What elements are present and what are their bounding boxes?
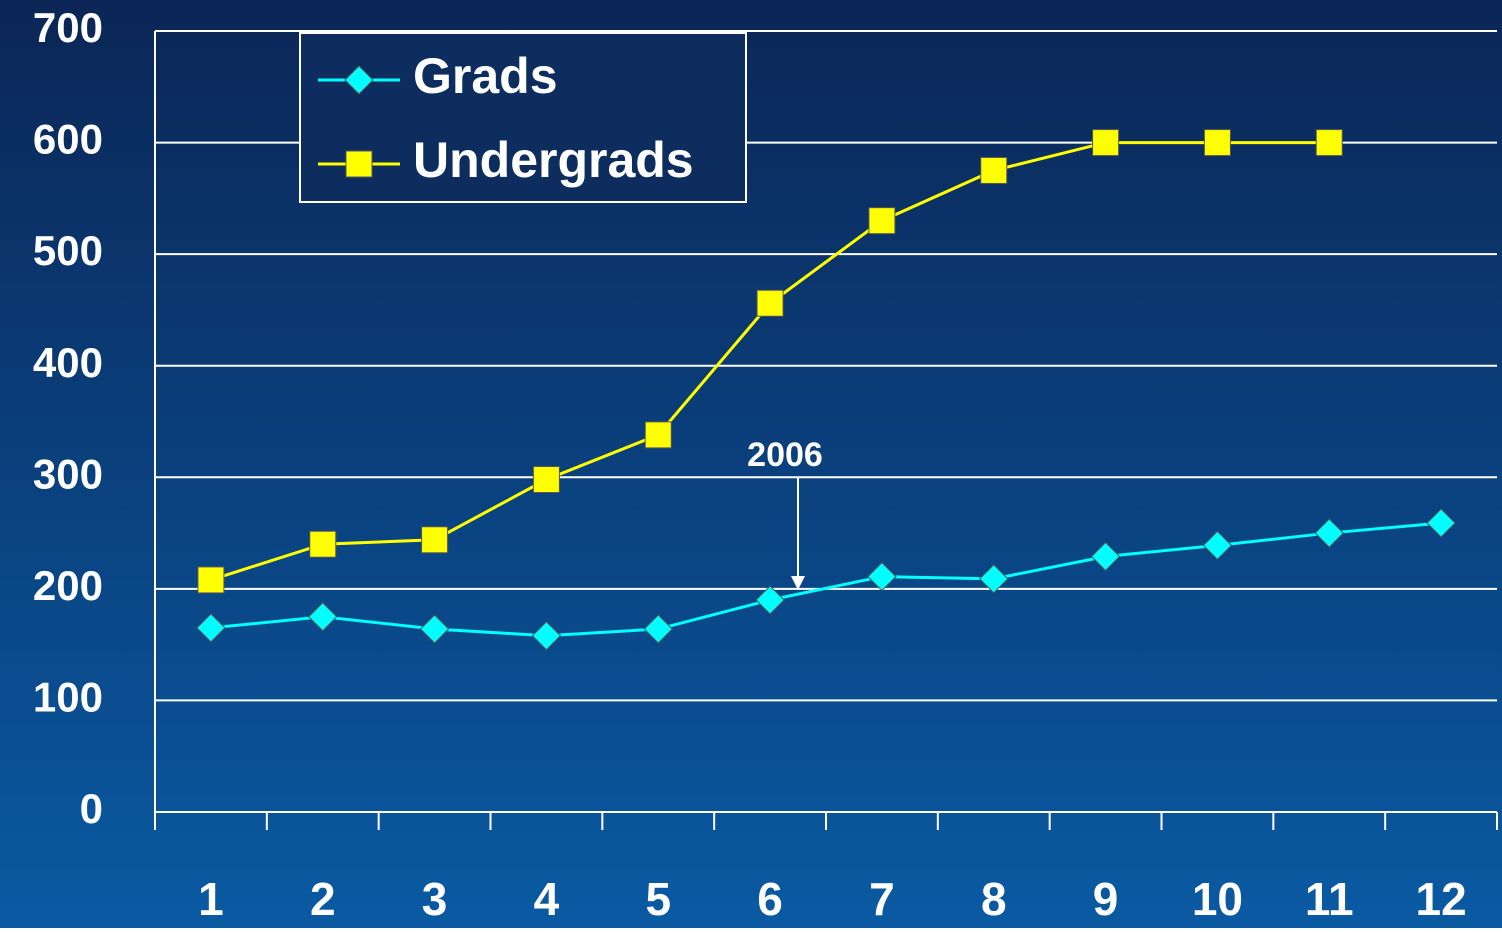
marker (1090, 541, 1121, 572)
marker (1202, 530, 1233, 561)
marker (531, 621, 562, 651)
y-tick-label: 500 (33, 227, 103, 274)
marker (532, 466, 560, 494)
marker (197, 566, 225, 594)
marker (979, 564, 1009, 594)
marker (868, 207, 896, 235)
y-tick-label: 400 (33, 339, 103, 386)
legend-marker (345, 150, 373, 178)
marker (867, 561, 897, 592)
series-line (210, 521, 1442, 638)
y-tick-label: 100 (33, 674, 103, 721)
y-tick-label: 600 (33, 116, 103, 163)
x-tick-label: 6 (757, 873, 783, 925)
x-tick-label: 5 (645, 873, 671, 925)
marker (419, 614, 450, 644)
marker (1203, 129, 1231, 157)
marker (1315, 129, 1343, 157)
marker (308, 602, 338, 632)
x-tick-label: 3 (422, 873, 448, 925)
legend-label: Grads (413, 48, 558, 104)
marker (421, 526, 449, 554)
marker (196, 613, 226, 643)
x-tick-label: 8 (981, 873, 1007, 925)
legend-box (299, 32, 747, 203)
marker (980, 156, 1008, 184)
x-tick-label: 11 (1305, 873, 1354, 925)
y-tick-label: 300 (33, 450, 103, 497)
marker (1092, 129, 1120, 157)
marker (643, 614, 673, 644)
x-tick-label: 4 (534, 873, 560, 925)
x-tick-label: 1 (198, 873, 224, 925)
y-tick-label: 0 (80, 785, 103, 832)
marker (1314, 518, 1344, 548)
x-tick-label: 10 (1192, 873, 1243, 925)
y-tick-label: 200 (33, 562, 103, 609)
annotation: 2006 (747, 436, 823, 474)
legend-label: Undergrads (413, 132, 694, 188)
x-tick-label: 7 (869, 873, 895, 925)
legend-marker (344, 65, 374, 95)
marker (1426, 508, 1456, 538)
y-tick-label: 700 (33, 4, 103, 51)
annotation-arrowhead (791, 576, 805, 590)
marker (644, 421, 672, 449)
marker (756, 289, 784, 317)
marker (755, 585, 785, 615)
x-tick-label: 12 (1415, 873, 1466, 925)
x-tick-label: 9 (1093, 873, 1119, 925)
x-tick-label: 2 (310, 873, 336, 925)
marker (309, 530, 337, 558)
